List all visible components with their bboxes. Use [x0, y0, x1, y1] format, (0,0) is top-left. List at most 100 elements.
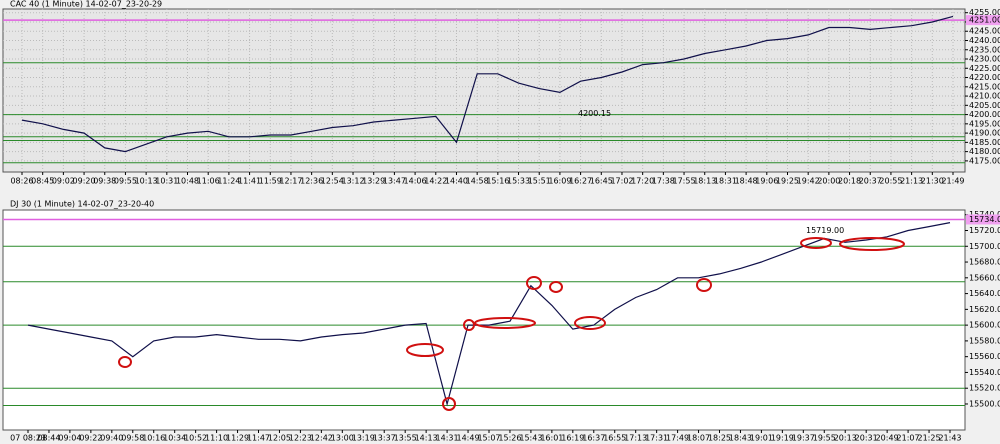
- x-tick-label: 18:48: [735, 177, 758, 186]
- x-tick-label: 17:55: [673, 177, 696, 186]
- x-tick-label: 14:58: [466, 177, 489, 186]
- y-tick-label: 4175.00: [969, 156, 1000, 165]
- x-tick-label: 19:01: [750, 434, 773, 443]
- x-tick-label: 09:02: [52, 177, 75, 186]
- x-tick-label: 12:23: [289, 434, 312, 443]
- y-tick-label: 4255.00: [969, 8, 1000, 17]
- annotation-circle: [526, 276, 542, 290]
- x-tick-label: 19:55: [813, 434, 836, 443]
- x-tick-label: 16:45: [590, 177, 613, 186]
- y-tick-label: 4220.00: [969, 73, 1000, 82]
- x-tick-label: 12:42: [310, 434, 333, 443]
- last-price-label: 4251.00: [969, 16, 1000, 25]
- x-tick-label: 14:13: [415, 434, 438, 443]
- x-tick-label: 12:05: [268, 434, 291, 443]
- y-tick-label: 15720.00: [969, 226, 1000, 235]
- x-tick-label: 20:49: [876, 434, 899, 443]
- annotation-circle: [839, 237, 905, 251]
- y-tick-label: 4240.00: [969, 36, 1000, 45]
- y-tick-label: 4185.00: [969, 138, 1000, 147]
- x-tick-label: 16:27: [569, 177, 592, 186]
- annotation-circle: [800, 237, 832, 249]
- y-tick-label: 15560.00: [969, 352, 1000, 361]
- y-tick-label: 4235.00: [969, 45, 1000, 54]
- x-tick-label: 17:02: [610, 177, 633, 186]
- x-tick-label: 18:43: [729, 434, 752, 443]
- x-tick-label: 13:19: [352, 434, 375, 443]
- x-tick-label: 18:25: [708, 434, 731, 443]
- x-tick-label: 15:26: [498, 434, 521, 443]
- x-tick-label: 13:47: [383, 177, 406, 186]
- annotation-circle: [442, 397, 456, 411]
- y-tick-label: 4200.00: [969, 110, 1000, 119]
- x-tick-label: 09:58: [121, 434, 144, 443]
- x-tick-label: 10:31: [155, 177, 178, 186]
- y-tick-label: 4215.00: [969, 82, 1000, 91]
- annotation: 15719.00: [806, 226, 844, 235]
- annotation-circle: [463, 319, 475, 331]
- x-tick-label: 10:13: [135, 177, 158, 186]
- y-tick-label: 15500.00: [969, 399, 1000, 408]
- x-tick-label: 11:59: [259, 177, 282, 186]
- x-tick-label: 13:37: [373, 434, 396, 443]
- x-tick-label: 15:07: [477, 434, 500, 443]
- x-tick-label: 14:31: [436, 434, 459, 443]
- price-line: [21, 15, 954, 153]
- y-tick-label: 4205.00: [969, 101, 1000, 110]
- x-tick-label: 12:36: [300, 177, 323, 186]
- x-tick-label: 13:55: [394, 434, 417, 443]
- x-tick-label: 19:42: [797, 177, 820, 186]
- x-tick-label: 09:40: [100, 434, 123, 443]
- x-tick-label: 19:06: [755, 177, 778, 186]
- x-tick-label: 11:41: [238, 177, 261, 186]
- x-tick-label: 17:20: [631, 177, 654, 186]
- y-tick-label: 15620.00: [969, 305, 1000, 314]
- y-tick-label: 4245.00: [969, 27, 1000, 36]
- x-tick-label: 18:07: [687, 434, 710, 443]
- y-tick-label: 15680.00: [969, 258, 1000, 267]
- chart-title: DJ 30 (1 Minute) 14-02-07_23-20-40: [10, 200, 154, 209]
- x-tick-label: 09:22: [79, 434, 102, 443]
- x-tick-label: 09:04: [58, 434, 81, 443]
- x-tick-label: 11:24: [217, 177, 240, 186]
- annotation-circle: [118, 356, 132, 368]
- chart-title: CAC 40 (1 Minute) 14-02-07_23-20-29: [10, 0, 162, 9]
- x-tick-label: 15:51: [528, 177, 551, 186]
- x-tick-label: 14:22: [424, 177, 447, 186]
- x-tick-label: 19:19: [771, 434, 794, 443]
- x-tick-label: 21:25: [918, 434, 941, 443]
- x-tick-label: 09:20: [73, 177, 96, 186]
- x-tick-label: 16:09: [548, 177, 571, 186]
- y-tick-label: 4230.00: [969, 55, 1000, 64]
- annotation: 4200.15: [578, 109, 611, 118]
- annotation-circle: [574, 316, 606, 330]
- y-tick-label: 4180.00: [969, 147, 1000, 156]
- y-tick-label: 15580.00: [969, 336, 1000, 345]
- last-price-box: [966, 15, 1000, 26]
- annotation-circle: [696, 278, 712, 292]
- y-tick-label: 15600.00: [969, 321, 1000, 330]
- y-tick-label: 15640.00: [969, 289, 1000, 298]
- x-tick-label: 20:00: [817, 177, 840, 186]
- x-tick-label: 14:06: [404, 177, 427, 186]
- x-tick-label: 09:55: [114, 177, 137, 186]
- x-tick-label: 20:55: [879, 177, 902, 186]
- x-tick-label: 17:13: [624, 434, 647, 443]
- x-tick-label: 16:19: [561, 434, 584, 443]
- x-tick-label: 19:37: [792, 434, 815, 443]
- x-tick-label: 18:31: [714, 177, 737, 186]
- x-tick-label: 10:48: [176, 177, 199, 186]
- y-tick-label: 4195.00: [969, 119, 1000, 128]
- x-tick-label: 14:49: [457, 434, 480, 443]
- x-tick-label: 13:29: [362, 177, 385, 186]
- x-tick-label: 13:00: [331, 434, 354, 443]
- annotation-circle: [474, 317, 536, 329]
- x-tick-label: 12:54: [321, 177, 344, 186]
- price-line: [27, 222, 951, 407]
- x-tick-label: 11:29: [226, 434, 249, 443]
- y-tick-label: 4190.00: [969, 129, 1000, 138]
- x-tick-label: 20:31: [855, 434, 878, 443]
- x-tick-label: 20:37: [859, 177, 882, 186]
- x-tick-label: 21:49: [941, 177, 964, 186]
